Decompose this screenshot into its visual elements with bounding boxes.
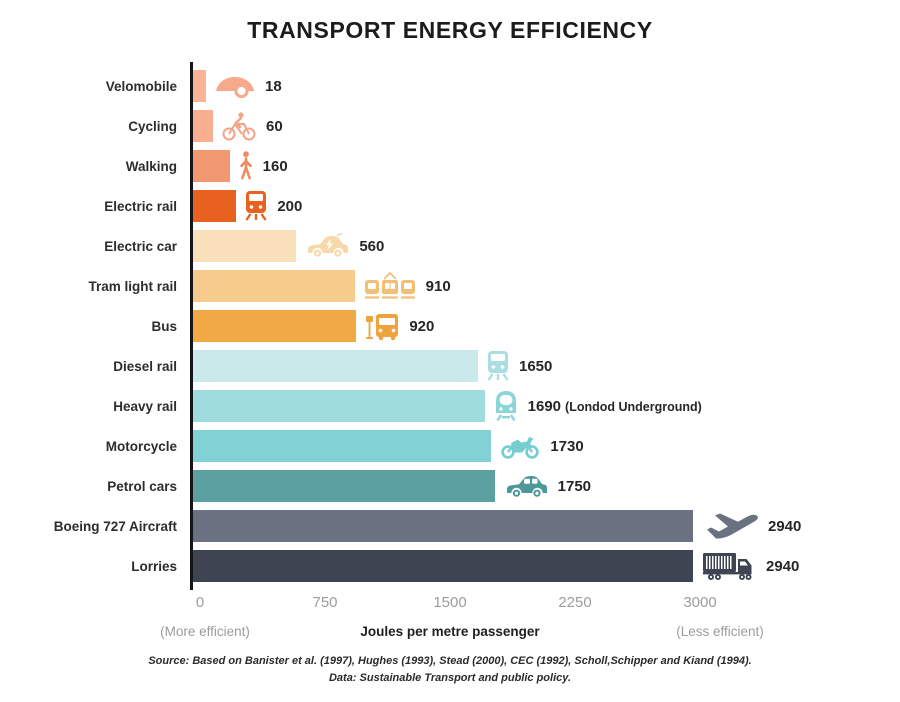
chart-row: Electric rail 200 <box>0 186 900 226</box>
y-axis-line <box>190 62 193 590</box>
velomobile-icon <box>215 74 255 98</box>
chart-title: TRANSPORT ENERGY EFFICIENCY <box>247 17 653 43</box>
tram-icon <box>364 271 416 301</box>
value-label: 1650 <box>519 357 553 375</box>
category-label: Bus <box>151 318 177 334</box>
chart-row: Boeing 727 Aircraft 2940 <box>0 506 900 546</box>
x-axis-tick: 1500 <box>433 594 467 611</box>
category-label: Diesel rail <box>113 358 177 374</box>
bar <box>193 270 355 302</box>
bar <box>193 550 693 582</box>
bar <box>193 310 357 342</box>
x-axis-tick: 0 <box>195 594 205 611</box>
chart-row: Heavy rail 1690 (Londod Underground) <box>0 386 900 426</box>
source-line-1: Source: Based on Banister et al. (1997),… <box>148 655 752 667</box>
train-icon <box>487 351 509 381</box>
value-label: 1690 <box>527 397 562 415</box>
train-icon <box>245 191 267 221</box>
value-label: 2940 <box>768 517 802 535</box>
category-label: Cycling <box>128 118 177 134</box>
value-label: 200 <box>277 197 303 215</box>
pedestrian-icon <box>239 151 253 181</box>
bar <box>193 230 297 262</box>
x-axis-title: Joules per metre passenger <box>360 624 540 639</box>
category-label: Electric car <box>104 238 177 254</box>
bus-icon <box>365 311 399 341</box>
value-label: 1750 <box>557 477 592 495</box>
chart-row: Electric car 560 <box>0 226 900 266</box>
value-label: 920 <box>409 317 435 335</box>
category-label: Tram light rail <box>88 278 177 294</box>
chart-row: Diesel rail 1650 <box>0 346 900 386</box>
chart-row: Cycling 60 <box>0 106 900 146</box>
chart-row: Motorcycle 1730 <box>0 426 900 466</box>
category-label: Electric rail <box>104 198 177 214</box>
value-label: 910 <box>425 277 451 295</box>
value-label: 1730 <box>550 437 584 455</box>
category-label: Lorries <box>131 558 177 574</box>
bar <box>193 350 478 382</box>
value-note: (Londod Underground) <box>565 399 702 414</box>
bar <box>193 190 237 222</box>
category-label: Velomobile <box>105 78 177 94</box>
value-label: 160 <box>262 157 288 175</box>
x-axis-ticks: 0 750 1500 2250 3000 <box>196 594 717 612</box>
more-efficient-label: (More efficient) <box>160 624 250 639</box>
bar <box>193 70 206 102</box>
source-note: Source: Based on Banister et al. (1997),… <box>0 653 900 687</box>
bicycle-icon <box>222 111 256 141</box>
lorry-icon <box>702 551 756 581</box>
value-label: 2940 <box>766 557 800 575</box>
value-label: 560 <box>359 237 385 255</box>
value-label: 60 <box>266 117 283 135</box>
electric-car-icon <box>305 233 349 259</box>
car-icon <box>504 473 548 499</box>
x-axis-tick: 750 <box>312 594 338 611</box>
metro-icon <box>494 391 518 421</box>
category-label: Petrol cars <box>107 478 177 494</box>
chart-row: Tram light rail 910 <box>0 266 900 306</box>
x-axis-tick: 2250 <box>558 594 592 611</box>
value-label: 18 <box>265 77 282 95</box>
bar <box>193 150 230 182</box>
bar <box>193 110 213 142</box>
chart-row: Petrol cars 1750 <box>0 466 900 506</box>
chart-row: Lorries 2940 <box>0 546 900 586</box>
less-efficient-label: (Less efficient) <box>676 624 764 639</box>
motorcycle-icon <box>500 433 540 459</box>
category-label: Boeing 727 Aircraft <box>53 518 177 534</box>
bar <box>193 390 485 422</box>
category-label: Walking <box>125 158 177 174</box>
x-axis-tick: 3000 <box>683 594 717 611</box>
x-axis-footer: (More efficient) Joules per metre passen… <box>0 624 900 642</box>
bar <box>193 430 492 462</box>
chart-row: Velomobile 18 <box>0 66 900 106</box>
category-label: Heavy rail <box>113 398 177 414</box>
bar <box>193 510 693 542</box>
bar-chart: Velomobile 18 Cycling 60 Walking 160 <box>0 66 900 586</box>
airplane-icon <box>702 509 758 543</box>
chart-row: Walking 160 <box>0 146 900 186</box>
bar <box>193 470 495 502</box>
chart-row: Bus 920 <box>0 306 900 346</box>
source-line-2: Data: Sustainable Transport and public p… <box>328 672 572 685</box>
category-label: Motorcycle <box>105 438 177 454</box>
